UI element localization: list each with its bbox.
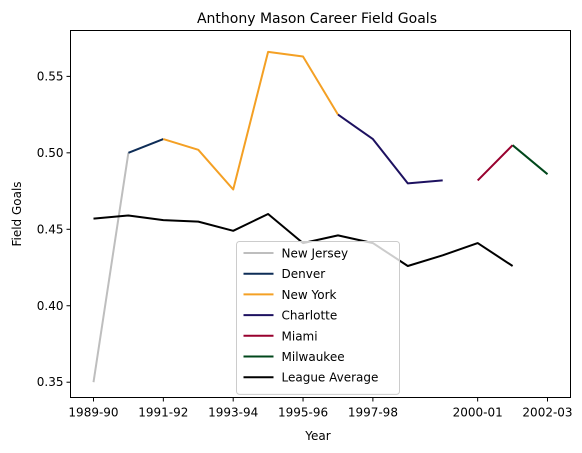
series-line-denver bbox=[128, 138, 164, 154]
y-tick-label: 0.35 bbox=[37, 375, 64, 389]
legend-label: League Average bbox=[282, 371, 379, 385]
series-line-new-jersey bbox=[92, 152, 130, 383]
legend-box bbox=[236, 241, 400, 395]
x-tick-label: 2002-03 bbox=[522, 406, 572, 420]
legend-label: Miami bbox=[282, 329, 318, 343]
legend-label: Denver bbox=[282, 267, 326, 281]
y-tick-label: 0.50 bbox=[37, 146, 64, 160]
x-tick-label: 1993-94 bbox=[208, 406, 258, 420]
y-axis-label: Field Goals bbox=[10, 181, 24, 246]
x-tick-label: 1991-92 bbox=[138, 406, 188, 420]
legend-label: Milwaukee bbox=[282, 350, 345, 364]
legend-label: New York bbox=[282, 288, 337, 302]
y-axis: 0.35 0.40 0.45 0.50 0.55 bbox=[37, 69, 71, 389]
y-tick-label: 0.55 bbox=[37, 69, 64, 83]
legend-label: New Jersey bbox=[282, 247, 349, 261]
series-line-charlotte bbox=[337, 113, 443, 185]
series-line-milwaukee bbox=[511, 144, 549, 175]
plot-frame bbox=[70, 30, 571, 398]
y-tick-label: 0.45 bbox=[37, 222, 64, 236]
x-axis-label: Year bbox=[304, 429, 330, 443]
x-tick-label: 2000-01 bbox=[453, 406, 503, 420]
legend-label: Charlotte bbox=[282, 309, 338, 323]
legend: New Jersey Denver New York Charlotte Miami Mi… bbox=[236, 241, 400, 395]
series-line-miami bbox=[476, 144, 514, 182]
x-tick-label: 1995-96 bbox=[278, 406, 328, 420]
y-tick-label: 0.40 bbox=[37, 299, 64, 313]
x-tick-label: 1997-98 bbox=[348, 406, 398, 420]
x-tick-label: 1989-90 bbox=[68, 406, 118, 420]
series-line-new-york bbox=[163, 50, 339, 191]
x-axis: 1989-90 1991-92 1993-94 1995-96 1997-98 2000-… bbox=[68, 397, 573, 420]
chart-title: Anthony Mason Career Field Goals bbox=[197, 11, 437, 27]
